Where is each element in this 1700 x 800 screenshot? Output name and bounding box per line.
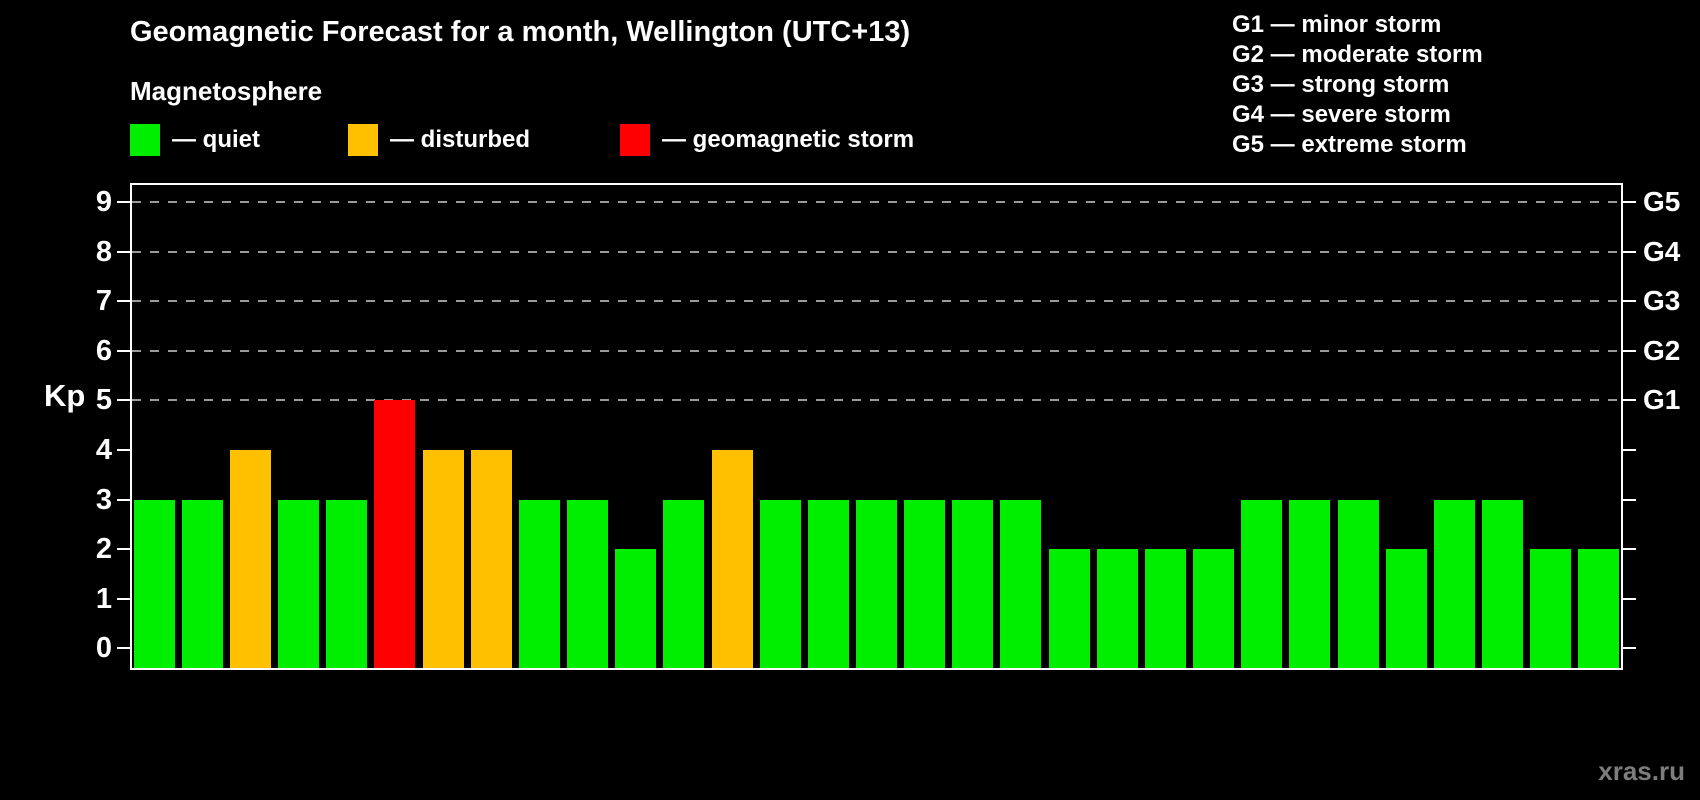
y-tick-label: 0	[95, 632, 112, 665]
kp-bar-day-18	[1578, 549, 1620, 668]
y-axis-tick-left	[117, 399, 130, 402]
y-axis-tick-right	[1623, 250, 1636, 253]
y-tick-label: 4	[95, 434, 112, 467]
g-legend-line: G3 — strong storm	[1232, 71, 1450, 98]
g-legend-line: G4 — severe storm	[1232, 101, 1451, 128]
chart-subtitle: Magnetosphere	[130, 76, 323, 106]
kp-bar-day-23	[326, 499, 368, 668]
y-axis-tick-right	[1623, 647, 1636, 650]
g-level-label-G2: G2	[1643, 334, 1681, 366]
y-axis-tick-right	[1623, 201, 1636, 204]
watermark: xras.ru	[1598, 756, 1685, 786]
kp-bar-day-08	[1096, 549, 1138, 668]
legend-item-label: — geomagnetic storm	[662, 126, 915, 153]
g-legend-line: G1 — minor storm	[1232, 11, 1442, 38]
y-tick-label: 9	[95, 186, 112, 219]
kp-bar-day-30	[663, 499, 705, 668]
g-scale-legend: G1 — minor storm G2 — moderate storm G3 — …	[1232, 10, 1483, 160]
kp-bar-day-24	[374, 400, 416, 668]
y-tick-label: 7	[95, 285, 112, 318]
kp-bar-day-31	[711, 450, 753, 668]
g-legend-line: G2 — moderate storm	[1232, 41, 1483, 68]
kp-bar-day-15	[1433, 499, 1475, 668]
chart-title: Geomagnetic Forecast for a month, Wellin…	[130, 16, 911, 48]
kp-bar-day-01	[759, 499, 801, 668]
legend-swatch-disturbed-icon	[348, 124, 378, 156]
y-axis-tick-right	[1623, 498, 1636, 501]
kp-bar-day-25	[422, 450, 464, 668]
kp-bar-day-17	[1530, 549, 1572, 668]
y-tick-label: 1	[95, 582, 112, 615]
kp-bar-day-19	[133, 499, 175, 668]
kp-bar-day-28	[567, 499, 609, 668]
y-axis-tick-right	[1623, 548, 1636, 551]
y-axis-tick-left	[117, 647, 130, 650]
kp-bar-day-21	[229, 450, 271, 668]
legend-item-storm: — geomagnetic storm	[620, 123, 914, 157]
kp-bar-day-12	[1289, 499, 1331, 668]
kp-axis-label: Kp	[44, 378, 86, 413]
kp-bar-day-26	[470, 450, 512, 668]
y-axis-tick-left	[117, 548, 130, 551]
y-axis-tick-right	[1623, 597, 1636, 600]
kp-bar-day-07	[1048, 549, 1090, 668]
y-axis-tick-left	[117, 498, 130, 501]
y-axis-tick-left	[117, 201, 130, 204]
gridline-kp-7	[132, 300, 1621, 303]
g-level-label-G4: G4	[1643, 235, 1681, 267]
kp-bar-day-14	[1385, 549, 1427, 668]
plot-area	[130, 183, 1623, 670]
kp-bar-day-02	[807, 499, 849, 668]
kp-bar-day-29	[615, 549, 657, 668]
y-tick-label: 5	[95, 384, 112, 417]
kp-bar-day-13	[1337, 499, 1379, 668]
legend-swatch-quiet-icon	[130, 124, 160, 156]
kp-bar-day-04	[904, 499, 946, 668]
kp-bar-day-11	[1241, 499, 1283, 668]
y-axis-tick-right	[1623, 399, 1636, 402]
gridline-kp-8	[132, 250, 1621, 253]
y-axis-tick-right	[1623, 449, 1636, 452]
y-axis-tick-left	[117, 349, 130, 352]
y-axis-tick-left	[117, 300, 130, 303]
y-axis-tick-right	[1623, 300, 1636, 303]
legend-item-disturbed: — disturbed	[348, 123, 530, 157]
kp-bar-day-05	[952, 499, 994, 668]
g-level-label-G1: G1	[1643, 384, 1681, 416]
kp-bar-day-06	[1000, 499, 1042, 668]
kp-bar-day-22	[278, 499, 320, 668]
kp-bar-day-16	[1482, 499, 1524, 668]
y-axis-tick-left	[117, 250, 130, 253]
y-axis-tick-right	[1623, 349, 1636, 352]
kp-bar-day-27	[518, 499, 560, 668]
y-tick-label: 3	[95, 483, 112, 516]
gridline-kp-6	[132, 349, 1621, 352]
kp-bar-day-03	[856, 499, 897, 668]
y-axis-tick-left	[117, 597, 130, 600]
gridline-kp-9	[132, 201, 1621, 204]
gridline-kp-5	[132, 399, 1621, 402]
g-level-label-G5: G5	[1643, 186, 1681, 218]
legend-item-quiet: — quiet	[130, 123, 260, 157]
y-axis-tick-left	[117, 449, 130, 452]
kp-bar-day-09	[1144, 549, 1186, 668]
y-tick-label: 8	[95, 235, 112, 268]
legend-swatch-storm-icon	[620, 124, 650, 156]
y-tick-label: 2	[95, 533, 112, 566]
legend-item-label: — quiet	[172, 126, 260, 153]
g-level-label-G3: G3	[1643, 285, 1681, 317]
kp-bar-day-20	[181, 499, 223, 668]
y-tick-label: 6	[95, 334, 112, 367]
kp-bar-day-10	[1193, 549, 1235, 668]
g-legend-line: G5 — extreme storm	[1232, 131, 1467, 158]
legend-item-label: — disturbed	[390, 126, 531, 153]
